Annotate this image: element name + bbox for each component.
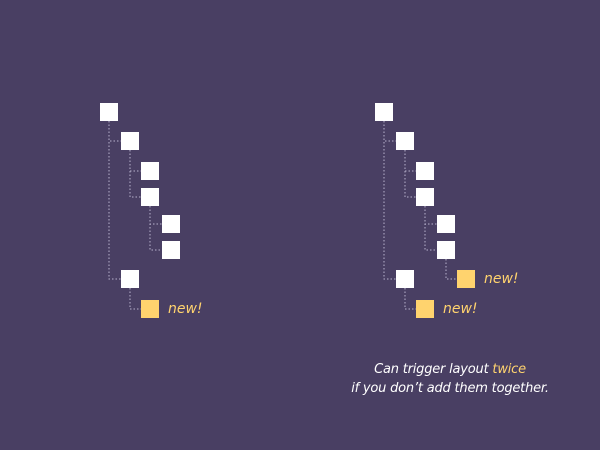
new-tree-node [416,300,434,318]
tree-node [437,215,455,233]
tree-connector [129,288,141,310]
caption-emphasis-twice: twice [492,362,526,377]
tree-node [396,270,414,288]
tree-node [121,132,139,150]
tree-connector [424,206,437,251]
new-tree-node [457,270,475,288]
tree-connector [108,121,121,280]
tree-node [375,103,393,121]
tree-connector [149,206,162,251]
caption-line-1: Can trigger layout twice [300,360,600,379]
caption-line-2: if you don’t add them together. [351,381,549,396]
new-label: new! [484,271,519,287]
tree-connector [383,121,396,142]
tree-node [141,162,159,180]
tree-node [162,215,180,233]
new-label: new! [443,301,478,317]
tree-connector [383,121,396,280]
left-tree: new! [100,103,203,318]
tree-connector [129,150,141,198]
tree-node [437,241,455,259]
tree-node [162,241,180,259]
tree-connector [424,206,437,225]
new-tree-node [141,300,159,318]
tree-connector [404,150,416,198]
tree-node [396,132,414,150]
right-tree: new! new! [375,103,519,318]
tree-connector [404,288,416,310]
tree-connector [129,150,141,172]
tree-connector [404,150,416,172]
caption: Can trigger layout twice if you don’t ad… [300,360,600,398]
tree-node [416,162,434,180]
new-label: new! [168,301,203,317]
tree-node [141,188,159,206]
caption-line-1-prefix: Can trigger layout [374,362,493,377]
tree-node [416,188,434,206]
tree-connector [108,121,121,142]
tree-node [121,270,139,288]
tree-node [100,103,118,121]
tree-connector [149,206,162,225]
tree-connector [445,259,457,280]
